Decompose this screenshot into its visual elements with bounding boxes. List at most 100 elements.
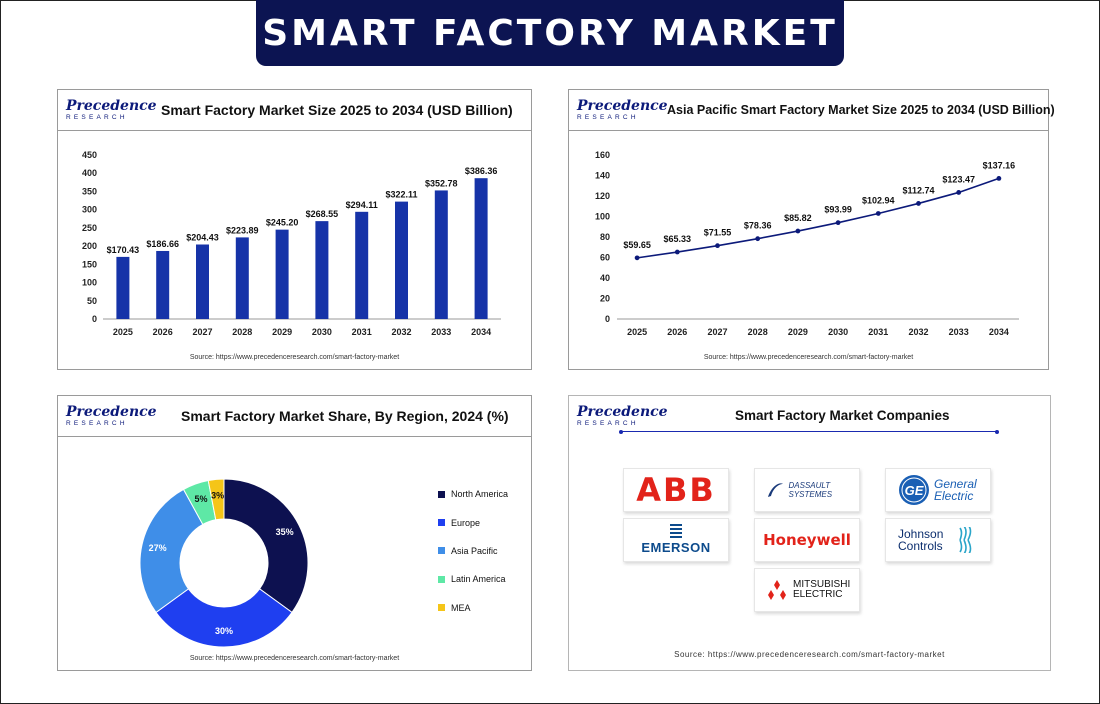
x-tick-label: 2031 xyxy=(868,327,888,337)
slice-label: 30% xyxy=(215,626,233,636)
dassault-logo-card: DASSAULT SYSTEMES xyxy=(754,468,860,512)
data-point xyxy=(715,243,720,249)
bar xyxy=(395,201,408,319)
x-tick-label: 2027 xyxy=(192,327,212,337)
pie-slice xyxy=(207,478,225,521)
bar xyxy=(275,229,289,319)
x-tick-label: 2030 xyxy=(828,327,848,337)
x-tick-label: 2033 xyxy=(431,327,451,337)
x-tick-label: 2028 xyxy=(232,327,252,337)
x-tick-label: 2025 xyxy=(113,327,133,337)
y-tick-label: 100 xyxy=(595,212,610,222)
x-tick-label: 2026 xyxy=(153,327,173,337)
legend-swatch xyxy=(438,490,445,498)
data-label: $204.43 xyxy=(186,232,219,242)
data-point xyxy=(674,249,680,255)
source-note: Source: https://www.precedenceresearch.c… xyxy=(189,655,400,662)
bar xyxy=(196,244,209,319)
data-point xyxy=(996,176,1002,181)
legend-swatch xyxy=(438,604,445,612)
data-label: $93.99 xyxy=(824,205,852,215)
legend-label: Asia Pacific xyxy=(451,545,498,556)
legend-item: Asia Pacific xyxy=(438,537,508,565)
y-tick-label: 0 xyxy=(605,314,610,324)
data-label: $294.11 xyxy=(346,200,378,210)
precedence-logo: Precedence RESEARCH xyxy=(577,98,668,121)
mitsubishi-logo-card: MITSUBISHI ELECTRIC xyxy=(754,568,860,612)
page-title: SMART FACTORY MARKET xyxy=(262,12,838,54)
chart-title: Smart Factory Market Share, By Region, 2… xyxy=(181,408,509,424)
mitsubishi-diamonds-icon xyxy=(768,580,786,600)
legend-label: Latin America xyxy=(451,574,506,585)
ge-logo-card: GE General Electric xyxy=(885,468,991,512)
data-label: $386.36 xyxy=(465,166,498,176)
data-label: $223.89 xyxy=(226,225,259,235)
honeywell-logo: Honeywell xyxy=(763,531,851,549)
data-label: $59.65 xyxy=(623,240,651,250)
y-tick-label: 50 xyxy=(87,296,97,306)
x-tick-label: 2030 xyxy=(312,327,332,337)
dassault-icon xyxy=(767,483,783,497)
bar xyxy=(474,178,488,319)
x-tick-label: 2025 xyxy=(627,327,647,337)
data-label: $137.16 xyxy=(983,160,1016,170)
data-label: $322.11 xyxy=(385,190,417,200)
data-label: $112.74 xyxy=(902,185,934,195)
y-tick-label: 400 xyxy=(82,168,97,178)
companies-title: Smart Factory Market Companies xyxy=(735,408,950,423)
data-point xyxy=(875,211,881,216)
bar xyxy=(315,221,329,319)
data-point xyxy=(835,220,841,226)
bar xyxy=(355,211,369,319)
data-point xyxy=(956,190,962,195)
panel-header: Precedence RESEARCH Smart Factory Market… xyxy=(58,396,531,437)
legend-swatch xyxy=(438,575,445,583)
chart-title: Asia Pacific Smart Factory Market Size 2… xyxy=(667,103,1055,117)
market-size-panel: Precedence RESEARCH Smart Factory Market… xyxy=(57,89,532,370)
data-label: $186.66 xyxy=(146,239,179,249)
y-tick-label: 300 xyxy=(82,205,97,215)
abb-logo: ABB xyxy=(636,471,716,509)
data-label: $65.33 xyxy=(664,234,692,244)
y-tick-label: 100 xyxy=(82,278,97,288)
bar xyxy=(116,256,130,319)
y-tick-label: 20 xyxy=(600,294,610,304)
dassault-logo: DASSAULT SYSTEMES xyxy=(788,481,833,499)
legend-swatch xyxy=(438,547,445,555)
data-label: $123.47 xyxy=(942,174,975,184)
y-tick-label: 150 xyxy=(82,259,97,269)
x-tick-label: 2034 xyxy=(471,327,491,337)
y-tick-label: 80 xyxy=(600,232,610,242)
data-label: $245.20 xyxy=(266,218,299,228)
x-tick-label: 2026 xyxy=(667,327,687,337)
bar-chart: 0 50 100 150 200 250 300 350 400 450 $170.43 2025 $1… xyxy=(82,150,501,337)
legend-item: Europe xyxy=(438,508,508,536)
data-point xyxy=(795,228,801,234)
legend-swatch xyxy=(438,519,445,527)
y-tick-label: 60 xyxy=(600,253,610,263)
legend-label: North America xyxy=(451,489,509,500)
emerson-logo-card: EMERSON xyxy=(623,518,729,562)
chart-legend: North America Europe Asia Pacific Latin Ame… xyxy=(438,480,508,622)
precedence-logo: Precedence RESEARCH xyxy=(66,404,157,427)
precedence-logo: Precedence RESEARCH xyxy=(66,98,157,121)
legend-label: MEA xyxy=(451,602,471,613)
y-tick-label: 250 xyxy=(82,223,97,233)
slice-label: 27% xyxy=(149,543,167,553)
slice-label: 35% xyxy=(276,527,294,537)
chart-title: Smart Factory Market Size 2025 to 2034 (… xyxy=(161,102,513,118)
pie-slice xyxy=(139,488,204,614)
legend-item: MEA xyxy=(438,594,508,622)
panel-header: Precedence RESEARCH Smart Factory Market… xyxy=(58,90,531,131)
honeywell-logo-card: Honeywell xyxy=(754,518,860,562)
slice-label: 5% xyxy=(194,494,207,504)
data-label: $85.82 xyxy=(784,213,812,223)
data-point xyxy=(755,236,761,242)
asia-pacific-panel: Precedence RESEARCH Asia Pacific Smart F… xyxy=(568,89,1055,370)
pie-slice xyxy=(223,478,309,614)
x-tick-label: 2029 xyxy=(788,327,808,337)
y-tick-label: 120 xyxy=(595,191,610,201)
johnson-controls-icon xyxy=(959,527,972,553)
y-tick-label: 350 xyxy=(82,186,97,196)
x-tick-label: 2032 xyxy=(908,327,928,337)
